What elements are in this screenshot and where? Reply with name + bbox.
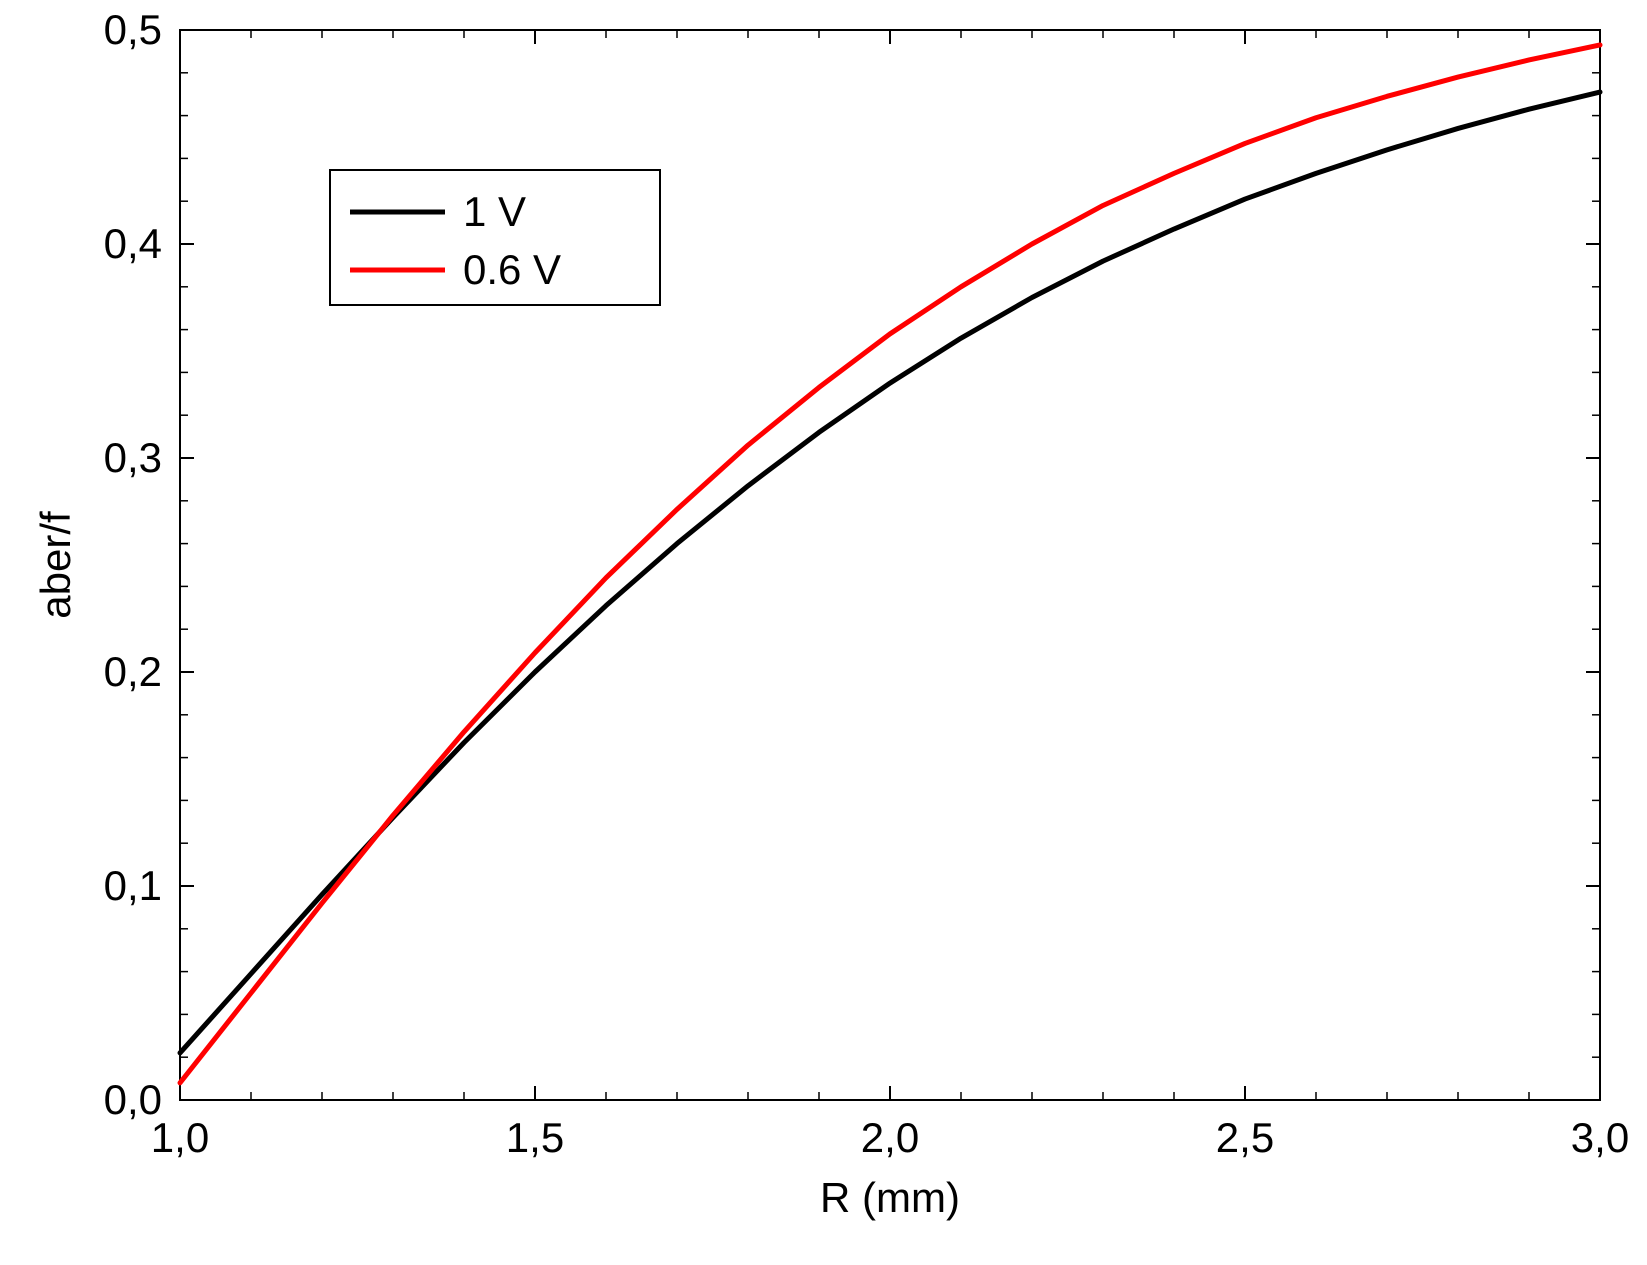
x-tick-label: 2,5: [1216, 1114, 1274, 1161]
y-tick-label: 0,3: [104, 434, 162, 481]
legend-label: 0.6 V: [463, 246, 561, 293]
x-tick-label: 3,0: [1571, 1114, 1629, 1161]
y-tick-label: 0,0: [104, 1076, 162, 1123]
y-tick-label: 0,2: [104, 648, 162, 695]
x-tick-label: 2,0: [861, 1114, 919, 1161]
legend-label: 1 V: [463, 188, 526, 235]
chart-container: 1,01,52,02,53,00,00,10,20,30,40,5R (mm)a…: [0, 0, 1647, 1265]
line-chart: 1,01,52,02,53,00,00,10,20,30,40,5R (mm)a…: [0, 0, 1647, 1265]
y-tick-label: 0,5: [104, 6, 162, 53]
y-tick-label: 0,1: [104, 862, 162, 909]
y-axis-label: aber/f: [32, 511, 79, 619]
x-axis-label: R (mm): [820, 1174, 960, 1221]
y-tick-label: 0,4: [104, 220, 162, 267]
x-tick-label: 1,5: [506, 1114, 564, 1161]
